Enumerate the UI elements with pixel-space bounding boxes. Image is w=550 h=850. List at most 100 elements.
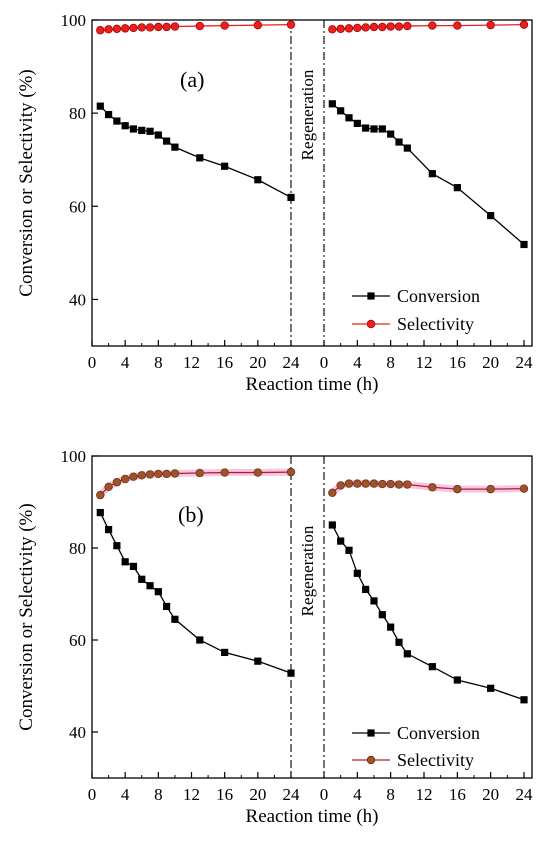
x-tick-label: 4 xyxy=(121,785,130,804)
data-point-selectivity xyxy=(112,478,122,487)
data-point-conversion xyxy=(154,131,162,139)
x-tick-label: 0 xyxy=(88,353,97,372)
data-point-selectivity xyxy=(344,479,354,488)
data-point-selectivity xyxy=(112,24,122,34)
x-tick-label: 0 xyxy=(320,353,329,372)
data-point-selectivity xyxy=(286,20,296,29)
data-point-conversion xyxy=(287,669,295,677)
y-tick-label: 60 xyxy=(69,197,86,216)
data-point-selectivity xyxy=(486,20,495,30)
data-point-conversion xyxy=(221,648,229,657)
data-point-conversion xyxy=(428,170,436,178)
legend-marker-selectivity xyxy=(366,755,376,765)
y-axis-title: Conversion or Selectivity (%) xyxy=(16,503,37,730)
x-tick-label: 8 xyxy=(386,353,395,372)
data-point-conversion xyxy=(337,537,345,545)
data-point-selectivity xyxy=(253,468,263,477)
series-line-conversion xyxy=(99,512,292,674)
x-tick-label: 8 xyxy=(154,785,163,804)
y-tick-label: 40 xyxy=(69,723,86,742)
data-point-selectivity xyxy=(486,484,495,494)
y-tick-label: 60 xyxy=(69,631,86,650)
data-point-selectivity xyxy=(253,20,263,30)
data-point-selectivity xyxy=(104,482,113,492)
data-point-conversion xyxy=(163,137,171,145)
data-point-conversion xyxy=(129,125,138,133)
data-point-conversion xyxy=(403,144,411,152)
data-point-selectivity xyxy=(328,25,337,34)
data-point-conversion xyxy=(328,521,336,529)
data-point-conversion xyxy=(154,588,162,596)
data-point-selectivity xyxy=(129,23,138,33)
series-line-conversion xyxy=(331,103,525,245)
data-point-conversion xyxy=(254,176,262,184)
data-point-selectivity xyxy=(386,479,395,489)
legend-label-selectivity: Selectivity xyxy=(397,314,474,334)
x-tick-label: 20 xyxy=(249,353,266,372)
data-point-selectivity xyxy=(104,25,113,34)
data-point-selectivity xyxy=(353,479,362,488)
data-point-conversion xyxy=(378,125,386,133)
data-point-conversion xyxy=(370,125,378,133)
x-tick-label: 0 xyxy=(88,785,97,804)
data-point-conversion xyxy=(254,657,262,665)
data-point-conversion xyxy=(196,154,204,162)
data-point-conversion xyxy=(395,138,403,146)
legend-marker-conversion xyxy=(367,292,375,300)
data-point-conversion xyxy=(129,562,138,570)
data-point-selectivity xyxy=(386,22,395,31)
data-point-conversion xyxy=(113,117,121,125)
x-tick-label: 4 xyxy=(353,785,362,804)
data-point-conversion xyxy=(387,623,395,631)
data-point-conversion xyxy=(146,127,154,135)
data-point-selectivity xyxy=(394,22,404,31)
data-point-selectivity xyxy=(96,26,105,35)
x-tick-label: 20 xyxy=(249,785,266,804)
y-tick-label: 100 xyxy=(61,447,87,466)
data-point-selectivity xyxy=(428,21,437,30)
data-point-selectivity xyxy=(120,24,130,33)
data-point-conversion xyxy=(403,650,411,658)
data-point-selectivity xyxy=(220,468,229,477)
x-tick-label: 20 xyxy=(482,353,499,372)
data-point-conversion xyxy=(428,663,436,671)
x-tick-label: 24 xyxy=(516,785,534,804)
data-point-conversion xyxy=(163,602,171,611)
data-point-selectivity xyxy=(361,479,370,488)
data-point-selectivity xyxy=(145,470,155,479)
data-point-selectivity xyxy=(378,22,387,32)
x-tick-label: 0 xyxy=(320,785,329,804)
data-point-selectivity xyxy=(453,21,462,30)
x-tick-label: 12 xyxy=(183,785,200,804)
x-tick-label: 12 xyxy=(416,785,433,804)
x-tick-label: 12 xyxy=(416,353,433,372)
data-point-selectivity xyxy=(403,21,412,31)
x-tick-label: 8 xyxy=(386,785,395,804)
data-point-selectivity xyxy=(220,21,229,30)
data-point-conversion xyxy=(337,107,345,115)
data-point-conversion xyxy=(113,542,121,550)
data-point-conversion xyxy=(171,615,179,623)
data-point-selectivity xyxy=(344,24,354,33)
data-point-selectivity xyxy=(154,469,163,479)
data-point-selectivity xyxy=(154,22,163,32)
panel-label: (a) xyxy=(180,67,204,92)
data-point-selectivity xyxy=(336,481,345,490)
data-point-selectivity xyxy=(162,469,171,479)
y-tick-label: 80 xyxy=(69,539,86,558)
x-axis-title: Reaction time (h) xyxy=(246,374,379,395)
data-point-selectivity xyxy=(328,488,337,497)
data-point-conversion xyxy=(138,126,146,134)
x-axis-title: Reaction time (h) xyxy=(246,806,379,827)
data-point-selectivity xyxy=(403,480,412,489)
x-tick-label: 16 xyxy=(216,353,233,372)
data-point-conversion xyxy=(362,124,370,132)
data-point-selectivity xyxy=(361,23,370,32)
x-tick-label: 12 xyxy=(183,353,200,372)
series-line-conversion xyxy=(99,105,292,199)
data-point-conversion xyxy=(520,696,528,704)
x-tick-label: 4 xyxy=(121,353,130,372)
data-point-conversion xyxy=(345,114,353,122)
divider-label: Regeneration xyxy=(298,525,317,616)
